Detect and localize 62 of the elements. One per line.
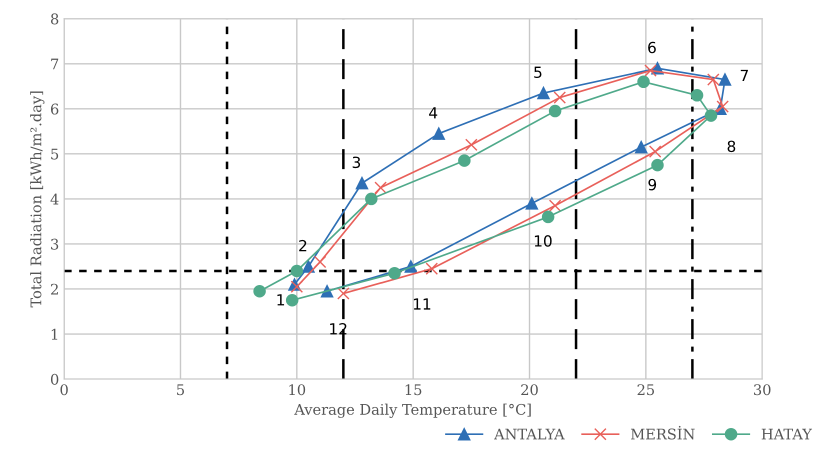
point bbox=[651, 158, 664, 172]
annotation: 6 bbox=[648, 42, 656, 54]
legend-label: HATAY bbox=[762, 428, 812, 440]
annotation: 9 bbox=[648, 178, 656, 190]
point bbox=[648, 145, 662, 158]
x-tick-label: 15 bbox=[406, 384, 422, 396]
annotation: 10 bbox=[534, 235, 552, 247]
x-tick-label: 5 bbox=[177, 384, 184, 396]
x-tick-label: 30 bbox=[754, 384, 771, 396]
point bbox=[432, 127, 446, 140]
point bbox=[548, 104, 562, 118]
x-tick-label: 25 bbox=[638, 384, 654, 396]
point bbox=[637, 76, 650, 88]
y-tick-label: 1 bbox=[52, 328, 58, 340]
point bbox=[365, 192, 378, 206]
point bbox=[542, 210, 554, 224]
point bbox=[690, 89, 704, 102]
annotation: 2 bbox=[299, 240, 306, 252]
point bbox=[537, 86, 550, 100]
y-tick-label: 0 bbox=[50, 374, 58, 385]
point bbox=[388, 266, 401, 280]
y-axis-title: Total Radiation [kWh/m².day] bbox=[30, 91, 44, 308]
point bbox=[356, 176, 368, 190]
annotation: 7 bbox=[740, 70, 748, 81]
point bbox=[634, 140, 648, 154]
legend-label: MERSİN bbox=[630, 426, 695, 440]
point bbox=[253, 284, 266, 298]
annotation: 4 bbox=[429, 107, 438, 118]
point bbox=[290, 280, 304, 293]
y-tick-label: 8 bbox=[50, 13, 58, 24]
annotation: 3 bbox=[352, 156, 360, 168]
point bbox=[644, 64, 657, 77]
y-tick-label: 6 bbox=[50, 104, 58, 115]
point bbox=[548, 199, 562, 212]
annotation: 11 bbox=[414, 298, 430, 310]
annotation: 1 bbox=[277, 294, 284, 306]
point bbox=[290, 264, 304, 278]
x-tick-label: 20 bbox=[521, 384, 538, 396]
y-tick-label: 5 bbox=[51, 148, 58, 160]
point bbox=[718, 73, 732, 86]
y-tick-label: 4 bbox=[50, 194, 59, 204]
point bbox=[458, 154, 471, 167]
annotation: 5 bbox=[534, 66, 542, 78]
point bbox=[716, 100, 729, 113]
annotation: 8 bbox=[728, 140, 736, 152]
x-tick-label: 0 bbox=[60, 384, 68, 396]
point bbox=[465, 138, 478, 152]
x-tick-label: 10 bbox=[289, 384, 306, 396]
y-tick-label: 3 bbox=[51, 238, 58, 250]
point bbox=[337, 287, 350, 300]
point bbox=[704, 109, 718, 122]
point bbox=[707, 73, 720, 86]
point bbox=[286, 294, 298, 306]
legend-label: ANTALYA bbox=[494, 428, 565, 440]
point bbox=[554, 91, 566, 104]
point bbox=[426, 262, 438, 275]
x-axis-title: Average Daily Temperature [°C] bbox=[294, 404, 531, 418]
point bbox=[314, 256, 326, 268]
y-tick-label: 2 bbox=[50, 284, 58, 295]
y-tick-label: 7 bbox=[51, 58, 58, 70]
point bbox=[374, 181, 387, 194]
point bbox=[526, 197, 538, 210]
